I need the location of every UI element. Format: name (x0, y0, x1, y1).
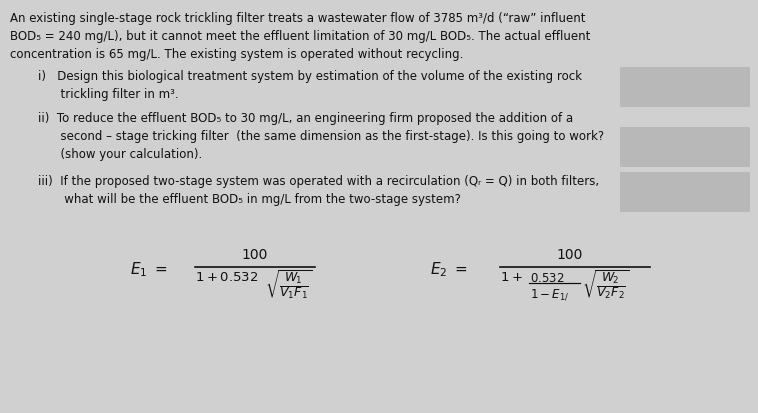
Text: $1+0.532$: $1+0.532$ (195, 271, 258, 283)
Text: $\sqrt{\dfrac{W_{\!1}}{V_1 F_1}}$: $\sqrt{\dfrac{W_{\!1}}{V_1 F_1}}$ (265, 268, 312, 301)
Text: $E_1\ =$: $E_1\ =$ (130, 260, 168, 279)
Text: $1+$: $1+$ (500, 271, 522, 283)
Text: what will be the effluent BOD₅ in mg/L from the two-stage system?: what will be the effluent BOD₅ in mg/L f… (38, 192, 461, 206)
Text: concentration is 65 mg/L. The existing system is operated without recycling.: concentration is 65 mg/L. The existing s… (10, 48, 463, 61)
Text: $E_2\ =$: $E_2\ =$ (430, 260, 468, 279)
Text: $0.532$: $0.532$ (530, 271, 565, 284)
Text: trickling filter in m³.: trickling filter in m³. (38, 88, 179, 101)
Text: i)   Design this biological treatment system by estimation of the volume of the : i) Design this biological treatment syst… (38, 70, 582, 83)
Bar (620, 68, 750, 108)
Text: iii)  If the proposed two-stage system was operated with a recirculation (Qᵣ = Q: iii) If the proposed two-stage system wa… (38, 175, 599, 188)
Text: 100: 100 (242, 247, 268, 261)
Text: (show your calculation).: (show your calculation). (38, 147, 202, 161)
Text: $\sqrt{\dfrac{W_{\!2}}{V_2 F_2}}$: $\sqrt{\dfrac{W_{\!2}}{V_2 F_2}}$ (582, 268, 629, 301)
Text: BOD₅ = 240 mg/L), but it cannot meet the effluent limitation of 30 mg/L BOD₅. Th: BOD₅ = 240 mg/L), but it cannot meet the… (10, 30, 590, 43)
Text: second – stage tricking filter  (the same dimension as the first-stage). Is this: second – stage tricking filter (the same… (38, 130, 604, 142)
Text: 100: 100 (557, 247, 583, 261)
Text: $1-E_{1/}$: $1-E_{1/}$ (530, 286, 569, 301)
Text: An existing single-stage rock trickling filter treats a wastewater flow of 3785 : An existing single-stage rock trickling … (10, 12, 585, 25)
Text: ii)  To reduce the effluent BOD₅ to 30 mg/L, an engineering firm proposed the ad: ii) To reduce the effluent BOD₅ to 30 mg… (38, 112, 573, 125)
Bar (620, 173, 750, 212)
Bar (620, 128, 750, 168)
